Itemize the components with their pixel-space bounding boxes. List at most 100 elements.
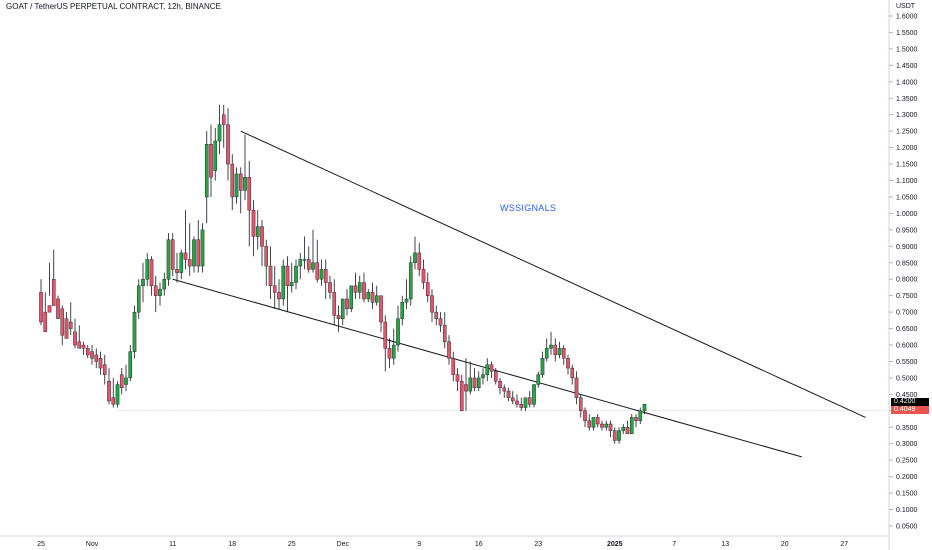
candle-body [400,302,405,319]
candle-body [119,374,124,389]
candle-body [255,226,260,237]
price-axis: 0.0500 0.1000 0.1500 0.2000 0.2500 0.3000 0.35… [889,14,918,531]
candle-body [162,279,167,290]
price-tick-label: 1.3000 [896,112,918,119]
price-tick-label: 1.2500 [896,129,918,136]
candlestick-series [39,104,647,444]
candle-body [268,265,273,287]
price-tick-label: 0.1500 [896,491,918,498]
time-tick-label: Nov [86,541,99,548]
candle-body [260,226,264,247]
candle-body [204,144,209,198]
time-tick-label: 9 [417,541,421,548]
candle-body [285,265,290,287]
candle-body [77,341,82,349]
candle-body [311,262,315,270]
candle-body [294,265,298,283]
candle-body [73,331,77,346]
candle-body [243,177,247,191]
candle-body [629,417,634,435]
candle-body [39,292,43,323]
price-tick-label: 1.4500 [896,63,918,70]
candle-body [498,381,502,389]
price-tick-label: 0.1000 [896,507,918,514]
candle-body [349,285,354,310]
price-tick-label: 0.3500 [896,425,918,432]
candle-body [447,341,451,359]
time-tick-label: 13 [721,541,729,548]
price-tick-label: 0.6500 [896,326,918,333]
candle-body [413,252,417,263]
candle-body [56,298,60,319]
candle-body [515,400,519,405]
candle-body [234,173,239,198]
candle-body [591,417,596,428]
time-tick-label: 11 [169,541,176,548]
candle-body [574,377,579,398]
candle-body [158,288,162,296]
candle-body [621,427,626,431]
time-tick-label: 25 [288,541,296,548]
candle-body [98,357,103,369]
candle-body [281,265,286,300]
candle-body [532,384,536,405]
candle-body [51,279,56,306]
candle-body [47,305,52,313]
price-tick-label: 0.8500 [896,260,918,267]
time-tick-label: 16 [475,541,483,548]
candle-body [175,269,179,273]
candle-body [379,295,383,323]
price-tick-label: 0.5500 [896,359,918,366]
candle-body [238,173,243,191]
candle-body [332,292,337,316]
time-tick-label: 7 [672,541,676,548]
candle-body [102,364,107,375]
candle-body [319,269,324,280]
candle-body [213,140,218,171]
candle-body [179,252,184,273]
candle-body [553,344,558,356]
price-tick-label: 0.5000 [896,375,918,382]
price-tick-label: 0.2500 [896,458,918,465]
price-tick-label: 0.8000 [896,277,918,284]
candle-body [476,377,481,389]
candle-body [209,144,213,178]
candle-body [328,282,332,293]
candle-body [578,397,583,412]
candle-body [493,371,498,382]
price-tick-label: 1.2000 [896,145,918,152]
watermark-text: WSSIGNALS [500,203,557,213]
trendline [240,130,866,418]
candle-body [519,404,524,408]
candle-body [128,351,133,379]
candle-body [583,410,587,421]
candle-body [90,351,94,359]
candle-body [153,285,158,296]
price-tick-label: 1.0500 [896,194,918,201]
price-tick-label: 1.1500 [896,162,918,169]
symbol-header[interactable]: GOAT / TetherUS PERPETUAL CONTRACT, 12h,… [6,2,221,11]
candle-body [323,269,328,283]
price-tick-label: 0.7500 [896,293,918,300]
price-tick-label: 0.7000 [896,310,918,317]
candle-body [442,325,447,342]
time-tick-label: 23 [534,541,542,548]
price-tick-label: 0.0500 [896,524,918,531]
candle-body [404,298,409,303]
candle-body [468,377,473,392]
candle-body [638,410,643,421]
candle-body [600,423,604,428]
candle-body [536,374,541,385]
currency-label: USDT [896,3,916,10]
candle-body [68,321,73,329]
candle-body [625,427,630,435]
time-tick-label: 25 [37,541,45,548]
time-tick-label: Dec [337,541,350,548]
price-tick-label: 1.3500 [896,96,918,103]
candle-body [523,397,528,408]
candle-body [472,377,477,389]
candle-body [570,367,575,379]
candle-body [124,377,128,385]
candle-body [85,348,90,356]
